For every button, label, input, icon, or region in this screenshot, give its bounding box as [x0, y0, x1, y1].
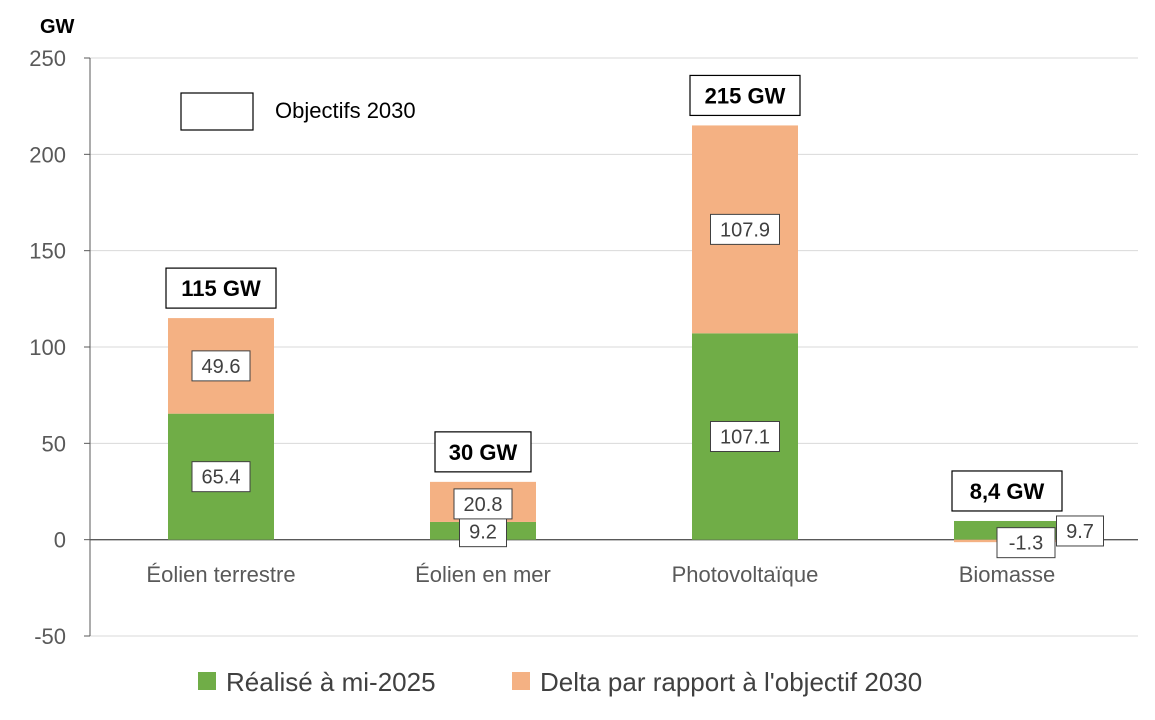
data-label-box [459, 516, 507, 548]
category-label: Biomasse [959, 562, 1056, 587]
total-box [434, 431, 532, 473]
objectifs-box-icon [180, 92, 254, 131]
y-tick-label: 100 [29, 335, 66, 360]
data-label: 65.4 [202, 467, 241, 489]
data-label-box [453, 488, 513, 520]
objectifs-annotation: Objectifs 2030 [180, 92, 416, 131]
y-axis: -50 0 50 100 150 200 250 [29, 46, 91, 649]
total-label: 8,4 GW [970, 479, 1045, 504]
total-label: 115 GW [181, 276, 261, 301]
y-tick-label: 50 [42, 431, 66, 456]
data-label-box [191, 461, 251, 493]
bars: 65.4 49.6 115 GW 9.2 20.8 30 GW 107.1 107.9 215 … [165, 74, 1104, 559]
data-label: -1.3 [1009, 533, 1043, 555]
data-label-box [710, 420, 780, 452]
y-tick-label: -50 [34, 624, 66, 649]
data-label: 9.2 [469, 522, 497, 544]
data-label: 9.7 [1066, 521, 1094, 543]
data-label-box [996, 527, 1056, 559]
data-label-box [710, 213, 780, 245]
y-tick-label: 200 [29, 142, 66, 167]
y-tick-label: 250 [29, 46, 66, 71]
legend-swatch [198, 672, 216, 690]
legend-label: Réalisé à mi-2025 [226, 667, 436, 697]
x-axis-labels: Éolien terrestre Éolien en mer Photovoltaï… [146, 562, 1055, 587]
data-label: 107.1 [720, 426, 770, 448]
y-axis-unit: GW [40, 16, 75, 38]
category-label: Éolien terrestre [146, 562, 295, 587]
total-box [951, 470, 1063, 512]
data-label-box [191, 350, 251, 382]
total-label: 30 GW [449, 440, 518, 465]
category-label: Photovoltaïque [672, 562, 819, 587]
objectifs-box-label: Objectifs 2030 [275, 98, 416, 123]
data-label: 20.8 [464, 494, 503, 516]
data-label-box [1056, 515, 1104, 547]
total-box [165, 267, 277, 309]
total-box [689, 74, 801, 117]
data-label: 107.9 [720, 219, 770, 241]
data-label: 49.6 [202, 356, 241, 378]
legend-label: Delta par rapport à l'objectif 2030 [540, 667, 922, 697]
y-tick-label: 0 [54, 528, 66, 553]
legend: Réalisé à mi-2025 Delta par rapport à l'o… [198, 667, 922, 697]
legend-swatch [512, 672, 530, 690]
total-label: 215 GW [705, 83, 786, 108]
y-tick-label: 150 [29, 239, 66, 264]
category-label: Éolien en mer [415, 562, 551, 587]
